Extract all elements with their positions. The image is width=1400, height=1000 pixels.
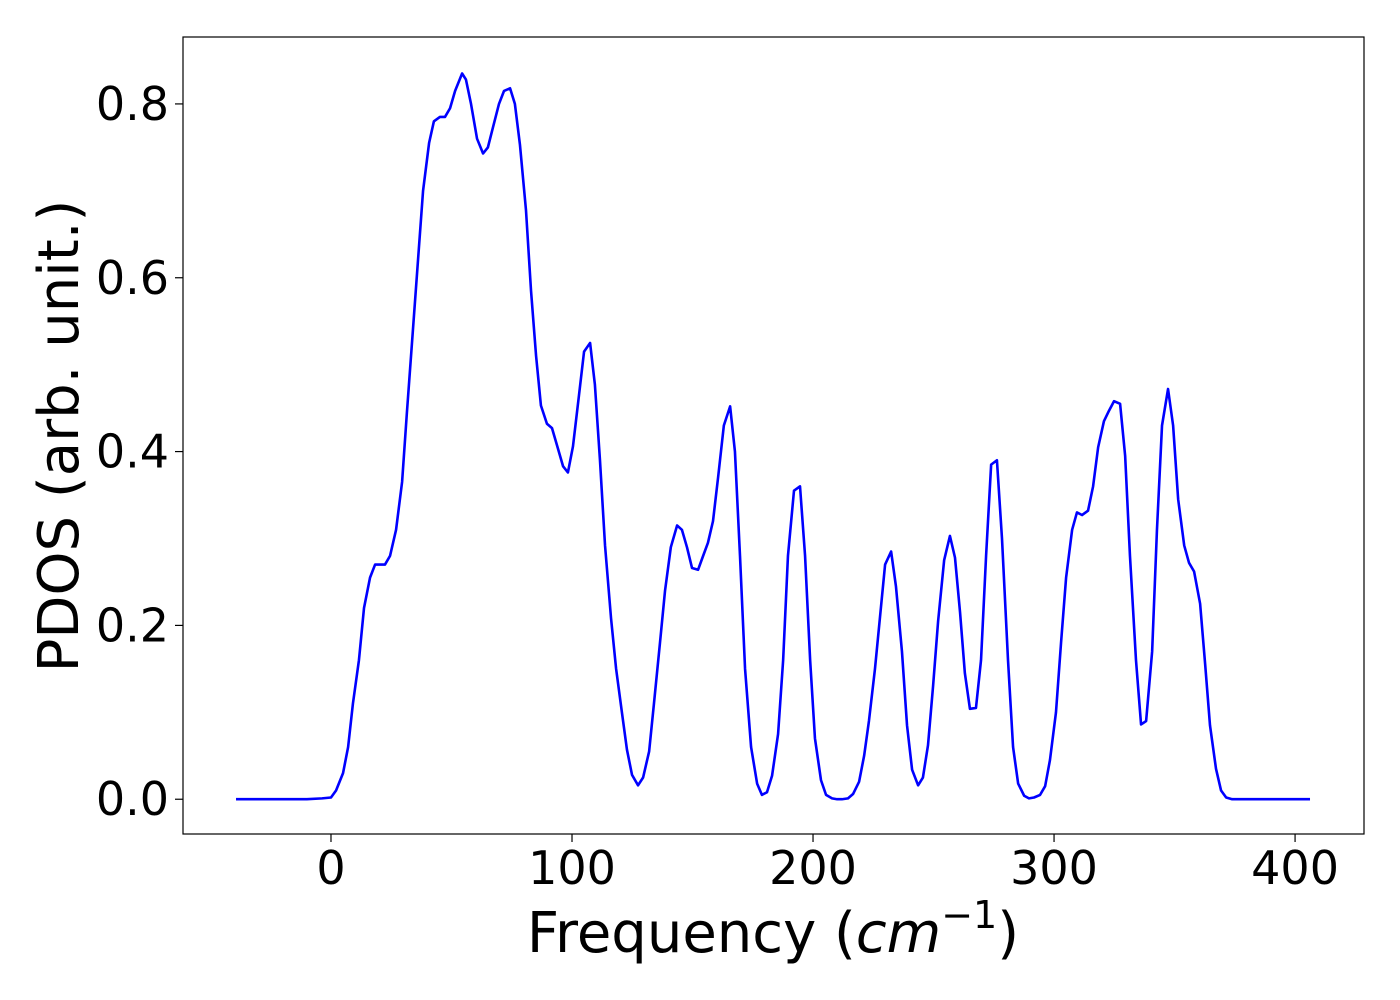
x-tick-label: 200 — [769, 841, 857, 895]
y-tick-label: 0.6 — [96, 251, 169, 305]
x-axis-label: Frequency (cm−1) — [527, 893, 1019, 966]
x-label-math: cm — [856, 901, 941, 966]
y-tick-label: 0.2 — [96, 598, 169, 652]
y-tick-label: 0.8 — [96, 77, 169, 131]
x-tick-label: 300 — [1010, 841, 1098, 895]
x-label-end: ) — [997, 901, 1019, 966]
y-tick-label: 0.4 — [96, 425, 169, 479]
pdos-line — [236, 72, 1311, 801]
plot-frame — [182, 36, 1365, 835]
x-label-sup: −1 — [941, 893, 997, 937]
x-tick-label: 400 — [1251, 841, 1339, 895]
y-axis-label: PDOS (arb. unit.) — [27, 200, 92, 673]
x-label-text: Frequency ( — [527, 901, 856, 966]
x-tick-label: 100 — [528, 841, 616, 895]
x-tick-label: 0 — [316, 841, 345, 895]
y-tick-label: 0.0 — [96, 772, 169, 826]
